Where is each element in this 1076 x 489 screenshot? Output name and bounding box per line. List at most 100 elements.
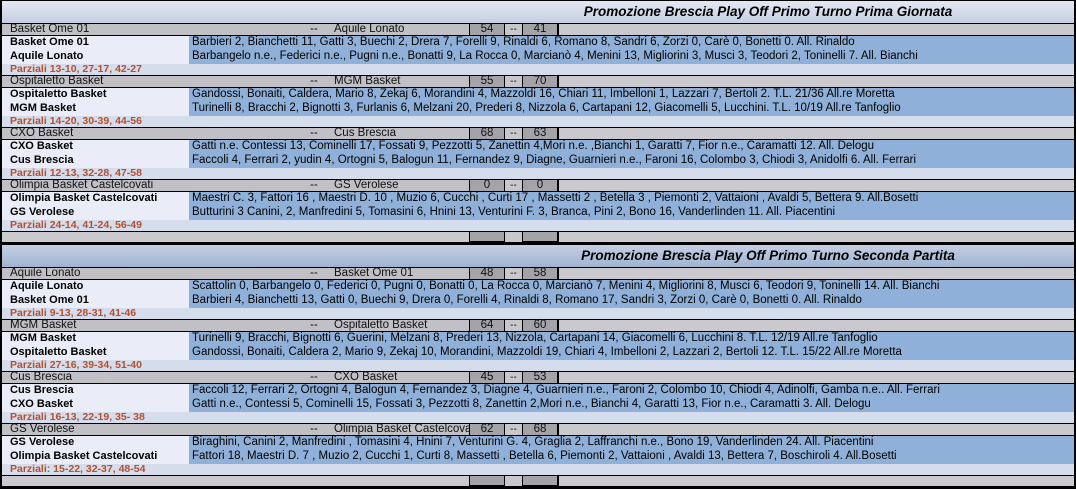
away-team-name: Ospitaletto Basket: [334, 320, 428, 331]
player-row: Olimpia Basket Castelcovati Maestri C. 3…: [2, 192, 1074, 206]
game-block: Olimpia Basket Castelcovati -- GS Verole…: [2, 179, 1074, 231]
away-team-name: CXO Basket: [334, 372, 398, 383]
players-list: Faccoli 12, Ferrari 2, Ortogni 4, Balogu…: [192, 384, 940, 396]
player-row: Basket Ome 01 Barbieri 4, Bianchetti 13,…: [2, 294, 1074, 308]
header-filler: [558, 180, 1074, 191]
score-separator-cell: --: [505, 180, 522, 191]
team-label: CXO Basket: [2, 140, 189, 154]
game-block: Ospitaletto Basket -- MGM Basket 55 -- 7…: [2, 75, 1074, 127]
empty-cell: [2, 476, 469, 486]
partials-row: Parziali 9-13, 28-31, 41-46: [2, 308, 1074, 319]
away-team-name: Cus Brescia: [334, 128, 396, 139]
team-label: Cus Brescia: [2, 154, 189, 168]
partials-row: Parziali 13-10, 27-17, 42-27: [2, 64, 1074, 75]
empty-score-cell: [522, 232, 558, 242]
team-label: Ospitaletto Basket: [2, 88, 189, 102]
section-title-bar: Promozione Brescia Play Off Primo Turno …: [2, 1, 1074, 23]
away-score-cell: 68: [522, 423, 558, 435]
team-label: MGM Basket: [2, 102, 189, 116]
players-list: Barbangelo n.e., Federici n.e., Pugni n.…: [192, 50, 918, 62]
section-title: Promozione Brescia Play Off Primo Turno …: [583, 4, 953, 19]
players-list: Turinelli 9, Bracchi, Bignotti 6, Guerin…: [192, 332, 878, 344]
game-header-row: GS Verolese -- Olimpia Basket Castelcova…: [2, 423, 1074, 436]
team-label: Aquile Lonato: [2, 50, 189, 64]
player-row: CXO Basket Gatti n.e. Contessi 13, Comin…: [2, 140, 1074, 154]
partials-row: Parziali: 15-22, 32-37, 48-54: [2, 464, 1074, 475]
players-list: Fattori 18, Maestri D. 7 , Muzio 2, Cucc…: [192, 450, 897, 462]
empty-score-cell: [469, 476, 505, 486]
matchup: Olimpia Basket Castelcovati -- GS Verole…: [2, 180, 469, 191]
players-list: Butturini 3 Canini, 2, Manfredini 5, Tom…: [192, 206, 836, 218]
player-row: MGM Basket Turinelli 8, Bracchi 2, Bigno…: [2, 102, 1074, 116]
game-header-row: Olimpia Basket Castelcovati -- GS Verole…: [2, 179, 1074, 192]
matchup: Cus Brescia -- CXO Basket: [2, 372, 469, 383]
header-filler: [558, 24, 1074, 35]
versus-separator: --: [310, 320, 318, 331]
home-score-cell: 62: [469, 423, 505, 435]
away-team-name: GS Verolese: [334, 180, 399, 191]
partials-row: Parziali 27-16, 39-34, 51-40: [2, 360, 1074, 371]
players-list: Gandossi, Bonaiti, Caldera, Mario 8, Zek…: [192, 88, 895, 100]
partials-row: Parziali 16-13, 22-19, 35- 38: [2, 412, 1074, 423]
score-separator-cell: --: [505, 424, 522, 435]
player-row: Aquile Lonato Scattolin 0, Barbangelo 0,…: [2, 280, 1074, 294]
home-score-cell: 64: [469, 319, 505, 331]
header-filler: [558, 128, 1074, 139]
versus-separator: --: [310, 180, 318, 191]
away-team-name: Basket Ome 01: [334, 268, 414, 279]
team-label: GS Verolese: [2, 206, 189, 220]
home-team-name: MGM Basket: [10, 320, 77, 331]
team-label: MGM Basket: [2, 332, 189, 346]
team-label: Olimpia Basket Castelcovati: [2, 450, 189, 464]
player-row: MGM Basket Turinelli 9, Bracchi, Bignott…: [2, 332, 1074, 346]
player-row: Aquile Lonato Barbangelo n.e., Federici …: [2, 50, 1074, 64]
player-row: CXO Basket Gatti n.e., Contessi 5, Comin…: [2, 398, 1074, 412]
players-list: Turinelli 8, Bracchi 2, Bignotti 3, Furl…: [192, 102, 901, 114]
game-header-row: Aquile Lonato -- Basket Ome 01 48 -- 58: [2, 267, 1074, 280]
home-team-name: Basket Ome 01: [10, 24, 90, 35]
matchup: Aquile Lonato -- Basket Ome 01: [2, 268, 469, 279]
players-list: Gandossi, Bonaiti, Caldera 2, Mario 9, Z…: [192, 346, 902, 358]
matchup: MGM Basket -- Ospitaletto Basket: [2, 320, 469, 331]
versus-separator: --: [310, 424, 318, 435]
game-header-row: Basket Ome 01 -- Aquile Lonato 54 -- 41: [2, 23, 1074, 36]
team-label: GS Verolese: [2, 436, 189, 450]
partials-row: Parziali 24-14, 41-24, 56-49: [2, 220, 1074, 231]
header-filler: [558, 424, 1074, 435]
player-row: GS Verolese Butturini 3 Canini, 2, Manfr…: [2, 206, 1074, 220]
empty-filler: [558, 476, 1074, 486]
away-score-cell: 0: [522, 179, 558, 191]
game-block: Basket Ome 01 -- Aquile Lonato 54 -- 41 …: [2, 23, 1074, 75]
team-label: Basket Ome 01: [2, 36, 189, 50]
section-title: Promozione Brescia Play Off Primo Turno …: [581, 248, 955, 263]
partials-row: Parziali 12-13, 32-28, 47-58: [2, 168, 1074, 179]
home-score-cell: 48: [469, 267, 505, 279]
players-list: Barbieri 2, Bianchetti 11, Gatti 3, Buec…: [192, 36, 855, 48]
team-label: Ospitaletto Basket: [2, 346, 189, 360]
team-label: Olimpia Basket Castelcovati: [2, 192, 189, 206]
versus-separator: --: [310, 268, 318, 279]
header-filler: [558, 320, 1074, 331]
player-row: Olimpia Basket Castelcovati Fattori 18, …: [2, 450, 1074, 464]
section-title-bar: Promozione Brescia Play Off Primo Turno …: [2, 245, 1074, 267]
team-label: Cus Brescia: [2, 384, 189, 398]
header-filler: [558, 372, 1074, 383]
header-filler: [558, 268, 1074, 279]
versus-separator: --: [310, 24, 318, 35]
game-block: Cus Brescia -- CXO Basket 45 -- 53 Cus B…: [2, 371, 1074, 423]
away-score-cell: 63: [522, 127, 558, 139]
versus-separator: --: [310, 128, 318, 139]
home-score-cell: 68: [469, 127, 505, 139]
empty-score-cell: [469, 232, 505, 242]
score-separator-cell: --: [505, 128, 522, 139]
home-team-name: GS Verolese: [10, 424, 75, 435]
team-label: Basket Ome 01: [2, 294, 189, 308]
section-divider: [2, 242, 1074, 245]
game-block: Aquile Lonato -- Basket Ome 01 48 -- 58 …: [2, 267, 1074, 319]
game-header-row: Ospitaletto Basket -- MGM Basket 55 -- 7…: [2, 75, 1074, 88]
score-separator-cell: --: [505, 268, 522, 279]
versus-separator: --: [310, 76, 318, 87]
player-row: Basket Ome 01 Barbieri 2, Bianchetti 11,…: [2, 36, 1074, 50]
away-team-name: Olimpia Basket Castelcovati: [334, 424, 469, 435]
